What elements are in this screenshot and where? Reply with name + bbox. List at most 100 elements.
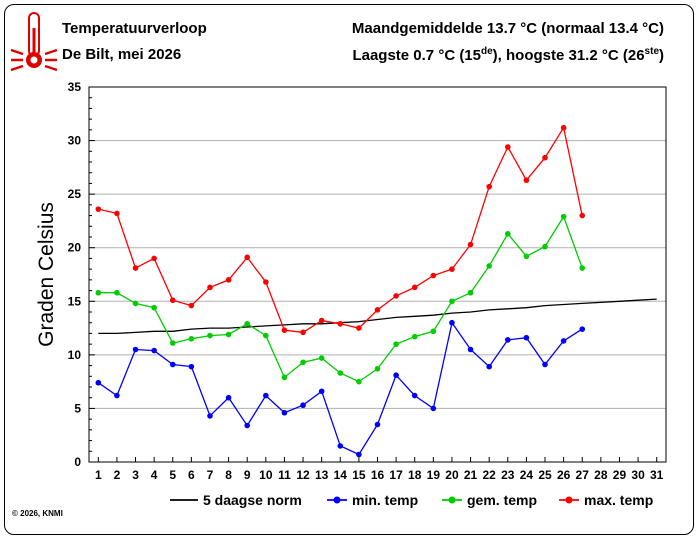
x-tick-label: 3 bbox=[132, 468, 139, 482]
data-point bbox=[542, 361, 548, 368]
data-point bbox=[393, 341, 399, 347]
data-point bbox=[504, 144, 511, 150]
x-tick-label: 28 bbox=[594, 468, 608, 482]
series-max-temp bbox=[95, 124, 586, 336]
x-tick-label: 12 bbox=[296, 468, 310, 482]
chart-frame bbox=[4, 4, 694, 535]
x-tick-label: 7 bbox=[207, 468, 214, 482]
thermometer-icon bbox=[10, 12, 58, 72]
data-point bbox=[579, 326, 586, 332]
data-point bbox=[374, 421, 381, 428]
y-tick-label: 10 bbox=[68, 348, 82, 362]
data-point bbox=[449, 319, 455, 326]
series-group bbox=[95, 124, 657, 458]
data-point bbox=[560, 338, 567, 344]
summary-extremes-part: Laagste 0.7 °C (15 bbox=[352, 47, 481, 64]
legend-label: min. temp bbox=[352, 492, 418, 508]
data-point bbox=[244, 254, 251, 261]
data-point bbox=[281, 327, 288, 334]
data-point bbox=[449, 266, 455, 272]
data-point bbox=[430, 272, 437, 279]
data-point bbox=[114, 289, 120, 296]
data-point bbox=[114, 210, 120, 217]
legend-item: max. temp bbox=[559, 492, 653, 508]
summary-extremes-part: ), hoogste 31.2 °C (26 bbox=[492, 47, 645, 64]
data-point bbox=[579, 265, 586, 271]
y-tick-label: 25 bbox=[68, 187, 82, 201]
data-point bbox=[411, 333, 418, 340]
summary-extremes-sup: de bbox=[481, 46, 493, 57]
y-tick-label: 30 bbox=[68, 134, 82, 148]
x-tick-label: 26 bbox=[557, 468, 571, 482]
data-point bbox=[188, 335, 195, 342]
x-tick-label: 11 bbox=[278, 468, 291, 482]
data-point bbox=[318, 355, 325, 361]
data-point bbox=[430, 328, 437, 335]
data-point bbox=[151, 347, 157, 354]
data-point bbox=[300, 329, 306, 336]
data-point bbox=[542, 243, 548, 250]
data-point bbox=[225, 394, 232, 401]
data-point bbox=[523, 177, 530, 184]
data-point bbox=[300, 359, 306, 366]
data-point bbox=[207, 332, 213, 339]
data-point bbox=[132, 300, 139, 307]
x-tick-label: 24 bbox=[520, 468, 534, 482]
data-point bbox=[225, 277, 232, 283]
x-tick-label: 31 bbox=[650, 468, 664, 482]
data-point bbox=[114, 392, 120, 399]
x-tick-label: 16 bbox=[371, 468, 385, 482]
legend-marker bbox=[565, 496, 573, 504]
data-point bbox=[393, 372, 399, 379]
plot-area bbox=[88, 86, 667, 463]
legend-item: gem. temp bbox=[442, 492, 537, 508]
x-tick-label: 13 bbox=[315, 468, 329, 482]
data-point bbox=[374, 307, 381, 313]
series-5-daagse-norm bbox=[98, 298, 657, 335]
data-point bbox=[374, 365, 381, 372]
data-point bbox=[244, 422, 251, 429]
data-point bbox=[467, 289, 474, 296]
data-point bbox=[169, 340, 176, 346]
x-tick-label: 14 bbox=[334, 468, 348, 482]
y-axis-label: Graden Celsius bbox=[35, 202, 58, 347]
data-point bbox=[132, 265, 139, 271]
data-point bbox=[486, 363, 492, 370]
data-point bbox=[523, 253, 530, 260]
x-tick-label: 9 bbox=[244, 468, 251, 482]
x-tick-label: 29 bbox=[613, 468, 627, 482]
data-point bbox=[151, 304, 157, 311]
x-tick-label: 21 bbox=[464, 468, 478, 482]
series-line bbox=[98, 298, 657, 335]
data-point bbox=[95, 206, 102, 212]
data-point bbox=[244, 320, 251, 327]
data-point bbox=[188, 302, 195, 309]
data-point bbox=[356, 325, 362, 331]
y-tick-label: 5 bbox=[74, 401, 81, 415]
data-point bbox=[151, 255, 157, 262]
data-point bbox=[207, 413, 213, 419]
data-point bbox=[504, 230, 511, 237]
legend-marker bbox=[448, 496, 456, 504]
x-tick-label: 8 bbox=[225, 468, 232, 482]
x-tick-label: 5 bbox=[169, 468, 176, 482]
data-point bbox=[467, 241, 474, 248]
data-point bbox=[356, 451, 362, 458]
data-point bbox=[263, 392, 269, 399]
data-point bbox=[281, 374, 288, 381]
data-point bbox=[337, 443, 344, 449]
grid bbox=[89, 140, 666, 409]
data-point bbox=[225, 331, 232, 338]
data-point bbox=[263, 332, 269, 339]
x-tick-label: 18 bbox=[408, 468, 422, 482]
x-tick-label: 22 bbox=[482, 468, 496, 482]
data-point bbox=[411, 392, 418, 399]
data-point bbox=[486, 183, 492, 190]
data-point bbox=[337, 370, 344, 376]
data-point bbox=[95, 289, 102, 296]
x-tick-label: 10 bbox=[259, 468, 273, 482]
data-point bbox=[300, 402, 306, 409]
x-tick-label: 19 bbox=[427, 468, 441, 482]
y-tick-label: 0 bbox=[74, 455, 81, 469]
